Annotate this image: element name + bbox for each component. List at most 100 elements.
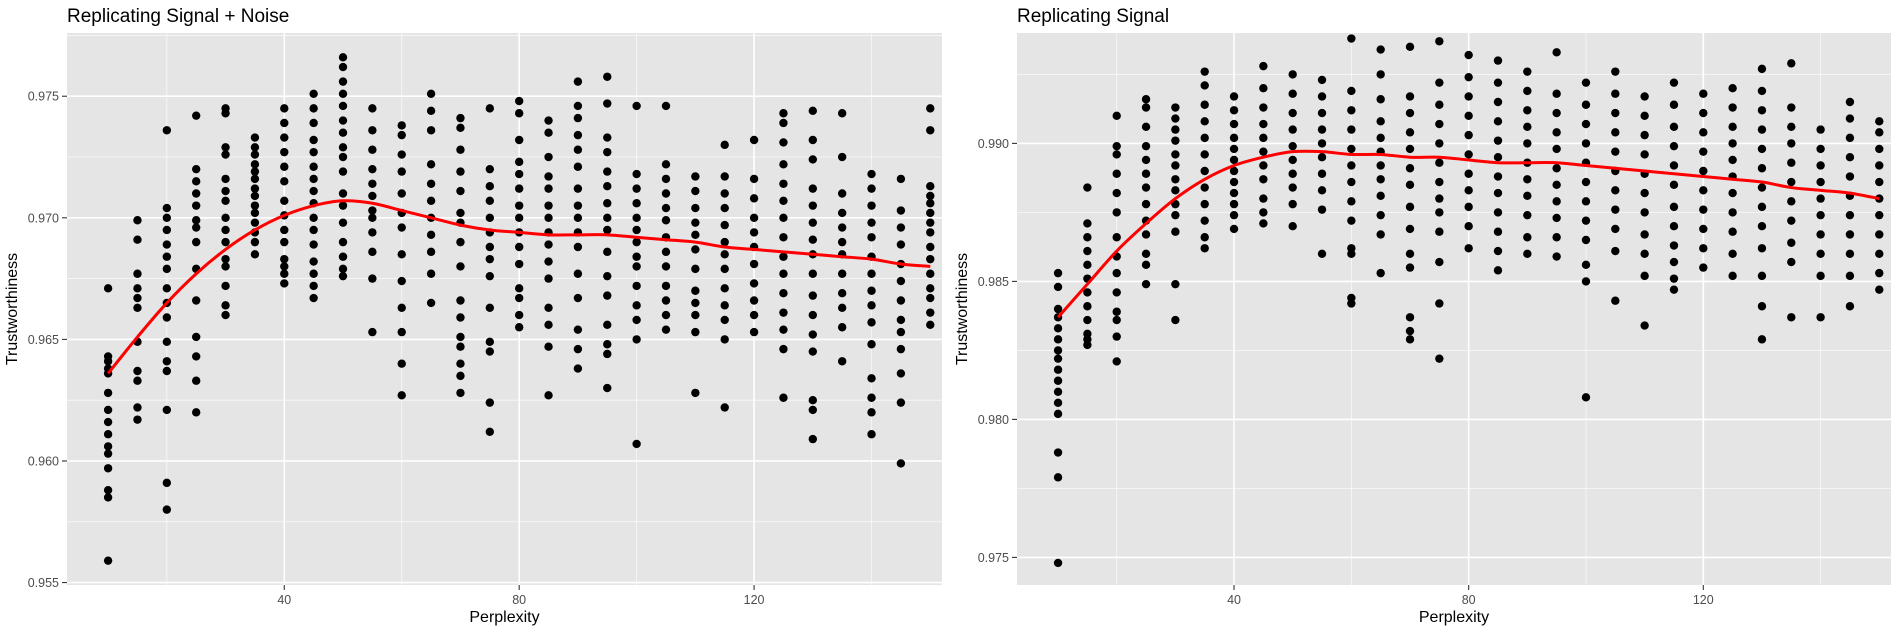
data-point — [544, 172, 553, 181]
data-point — [1493, 117, 1503, 126]
data-point — [1581, 393, 1591, 402]
data-point — [426, 196, 436, 205]
data-point — [1816, 177, 1825, 187]
data-point — [1053, 448, 1063, 457]
y-tick-label: 0.955 — [28, 576, 59, 590]
data-point — [837, 109, 847, 118]
data-point — [1259, 103, 1268, 112]
data-point — [1523, 210, 1532, 220]
data-point — [1523, 249, 1532, 258]
x-tick-label: 120 — [744, 593, 765, 607]
data-point — [808, 184, 818, 193]
data-point — [485, 242, 495, 252]
data-point — [1435, 100, 1444, 109]
data-point — [1053, 365, 1063, 374]
data-point — [720, 284, 729, 293]
data-point — [1816, 230, 1825, 239]
data-point — [309, 147, 318, 157]
data-point — [191, 332, 201, 342]
data-point — [1581, 119, 1591, 129]
data-point — [926, 269, 935, 278]
data-point — [1875, 230, 1884, 239]
data-point — [1493, 97, 1503, 107]
data-point — [896, 315, 906, 325]
data-point — [1581, 260, 1591, 270]
data-point — [338, 271, 348, 281]
data-point — [1317, 186, 1327, 195]
data-point — [514, 242, 524, 252]
data-point — [191, 189, 201, 198]
data-point — [1845, 249, 1855, 258]
data-point — [1581, 177, 1591, 187]
data-point — [720, 220, 729, 230]
data-point — [1171, 227, 1180, 236]
data-point — [1523, 106, 1532, 115]
data-point — [1875, 285, 1884, 294]
data-point — [867, 340, 876, 349]
data-point — [837, 323, 847, 332]
data-point — [1288, 108, 1297, 118]
data-point — [1347, 161, 1356, 170]
data-point — [1317, 169, 1327, 178]
data-point — [250, 218, 260, 227]
data-point — [1347, 34, 1356, 43]
data-point — [1493, 208, 1503, 217]
data-point — [1581, 216, 1591, 225]
data-point — [1317, 139, 1327, 148]
data-point — [397, 327, 406, 337]
data-point — [926, 104, 935, 113]
data-point — [338, 189, 348, 198]
data-point — [1141, 183, 1151, 192]
data-point — [720, 189, 729, 198]
data-point — [103, 417, 113, 427]
data-point — [456, 342, 465, 351]
data-point — [309, 104, 318, 113]
data-point — [896, 276, 906, 286]
data-point — [456, 186, 465, 196]
data-point — [1141, 249, 1151, 258]
data-point — [1669, 78, 1679, 87]
data-point — [133, 366, 142, 376]
data-point — [808, 269, 818, 278]
data-point — [1611, 205, 1620, 214]
data-point — [1875, 249, 1884, 258]
data-point — [250, 150, 260, 159]
data-point — [1640, 92, 1649, 101]
data-point — [808, 310, 818, 320]
data-point — [926, 293, 935, 303]
data-point — [103, 388, 113, 398]
data-point — [926, 181, 935, 191]
data-point — [867, 318, 876, 327]
data-point — [867, 430, 876, 439]
data-point — [1229, 106, 1239, 115]
data-point — [632, 301, 641, 310]
data-point — [368, 179, 377, 188]
data-point — [1581, 277, 1591, 286]
data-point — [1669, 161, 1679, 170]
chart-panel-signal: Replicating Signal 0.9750.9800.9850.990 … — [954, 6, 1891, 626]
data-point — [926, 218, 935, 227]
data-point — [1816, 249, 1825, 258]
data-point — [573, 77, 583, 86]
data-point — [368, 228, 377, 237]
data-point — [368, 213, 377, 223]
data-point — [309, 89, 318, 98]
data-point — [1640, 271, 1649, 281]
data-point — [544, 240, 553, 249]
data-point — [1875, 268, 1884, 278]
data-point — [514, 293, 524, 303]
data-point — [632, 225, 641, 235]
data-point — [1053, 409, 1063, 419]
data-point — [221, 150, 230, 159]
data-point — [926, 228, 935, 237]
data-point — [1317, 153, 1327, 162]
data-point — [397, 167, 406, 176]
data-point — [103, 485, 113, 495]
data-point — [397, 150, 406, 159]
data-point — [1405, 42, 1415, 51]
data-point — [1200, 199, 1209, 209]
data-point — [1171, 161, 1180, 170]
data-point — [926, 308, 935, 317]
data-point — [456, 208, 465, 218]
data-point — [338, 252, 348, 261]
